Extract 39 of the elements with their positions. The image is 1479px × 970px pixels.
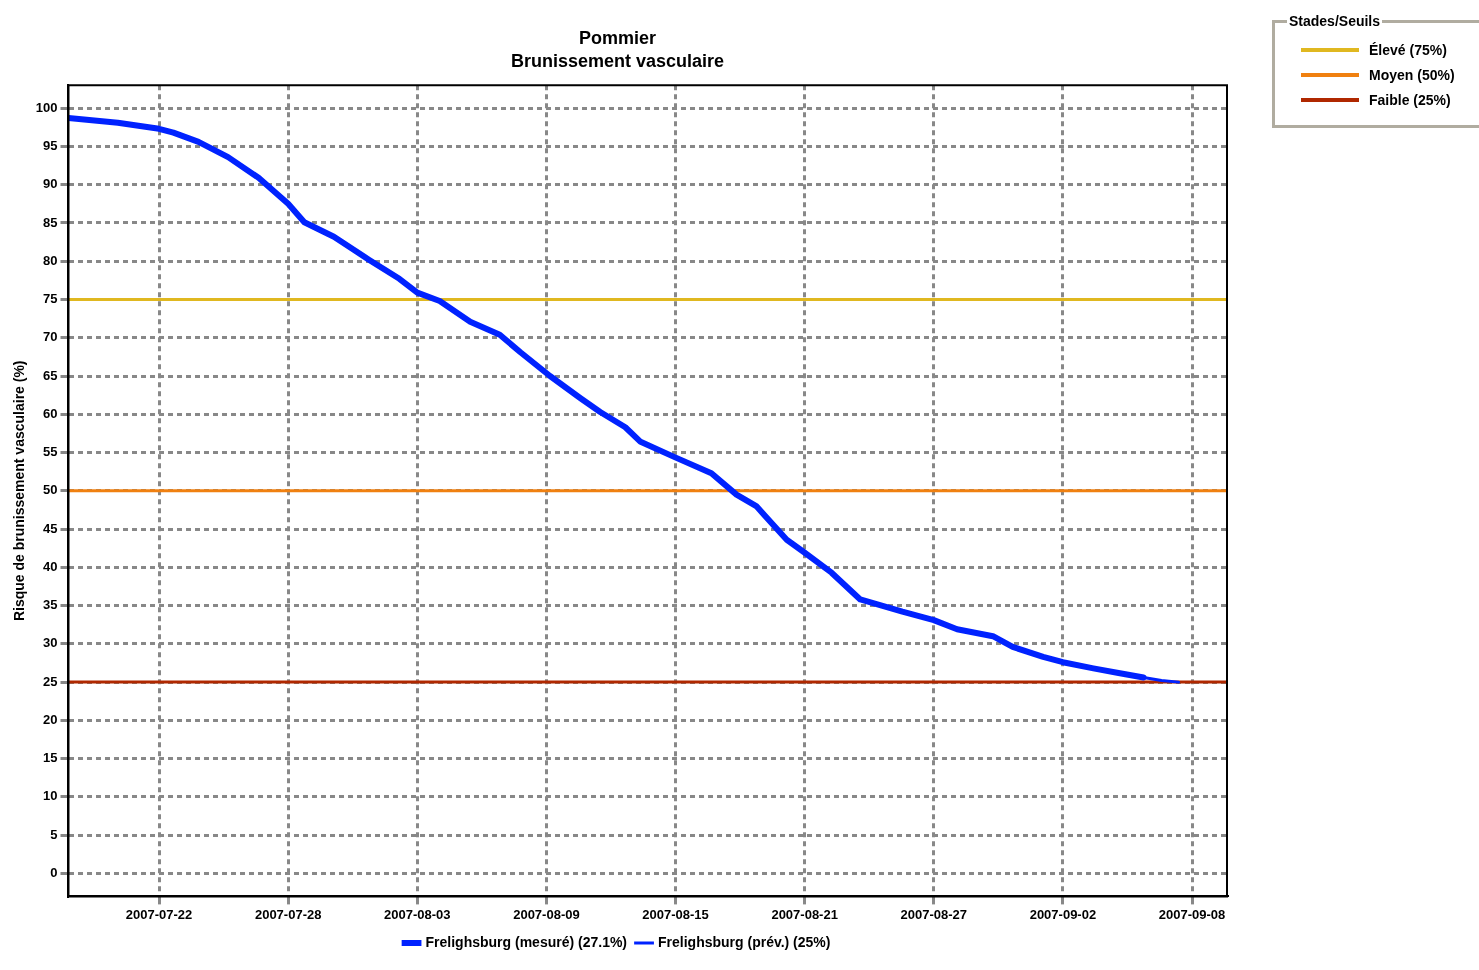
- x-tick-label: 2007-09-08: [1158, 906, 1226, 922]
- y-tick-label: 30: [43, 635, 58, 651]
- y-tick-label: 25: [43, 673, 58, 689]
- chart-title: Pommier: [578, 27, 657, 48]
- y-tick-label: 0: [50, 865, 58, 881]
- y-tick-label: 50: [43, 482, 58, 498]
- x-tick-label: 2007-09-02: [1029, 906, 1097, 922]
- y-tick-label: 80: [43, 252, 58, 268]
- x-tick-label: 2007-08-27: [900, 906, 968, 922]
- x-tick-label: 2007-08-03: [384, 906, 451, 922]
- y-tick-label: 95: [43, 138, 58, 153]
- legend-title: Stades/Seuils: [1287, 13, 1383, 29]
- x-tick-label: 2007-08-09: [513, 906, 580, 922]
- legend-label: Faible (25%): [1369, 91, 1451, 108]
- x-tick-label: 2007-08-15: [642, 906, 709, 922]
- y-tick-label: 35: [43, 597, 58, 613]
- y-tick-label: 10: [43, 788, 58, 804]
- y-tick-label: 90: [43, 176, 58, 192]
- y-tick-label: 40: [43, 558, 58, 574]
- y-axis-title: Risque de brunissement vasculaire (%): [11, 360, 28, 622]
- y-tick-label: 5: [50, 826, 58, 842]
- legend-label: Moyen (50%): [1369, 66, 1455, 83]
- x-tick-label: 2007-07-22: [125, 906, 193, 922]
- y-tick-label: 60: [43, 405, 58, 421]
- y-tick-label: 55: [43, 444, 58, 460]
- y-tick-label: 20: [43, 711, 58, 727]
- y-tick-label: 85: [43, 214, 58, 230]
- chart-subtitle: Brunissement vasculaire: [510, 51, 725, 72]
- x-tick-label: 2007-08-21: [771, 906, 838, 922]
- y-tick-label: 75: [43, 291, 58, 307]
- y-tick-label: 45: [43, 520, 58, 536]
- y-tick-label: 70: [43, 329, 58, 345]
- y-tick-label: 100: [35, 99, 58, 115]
- x-tick-label: 2007-07-28: [254, 906, 322, 922]
- y-tick-label: 15: [43, 750, 58, 766]
- legend-label: Frelighsburg (prév.) (25%): [658, 933, 831, 950]
- legend-label: Frelighsburg (mesuré) (27.1%): [425, 933, 628, 950]
- legend-label: Élevé (75%): [1369, 41, 1447, 58]
- y-tick-label: 65: [43, 367, 58, 383]
